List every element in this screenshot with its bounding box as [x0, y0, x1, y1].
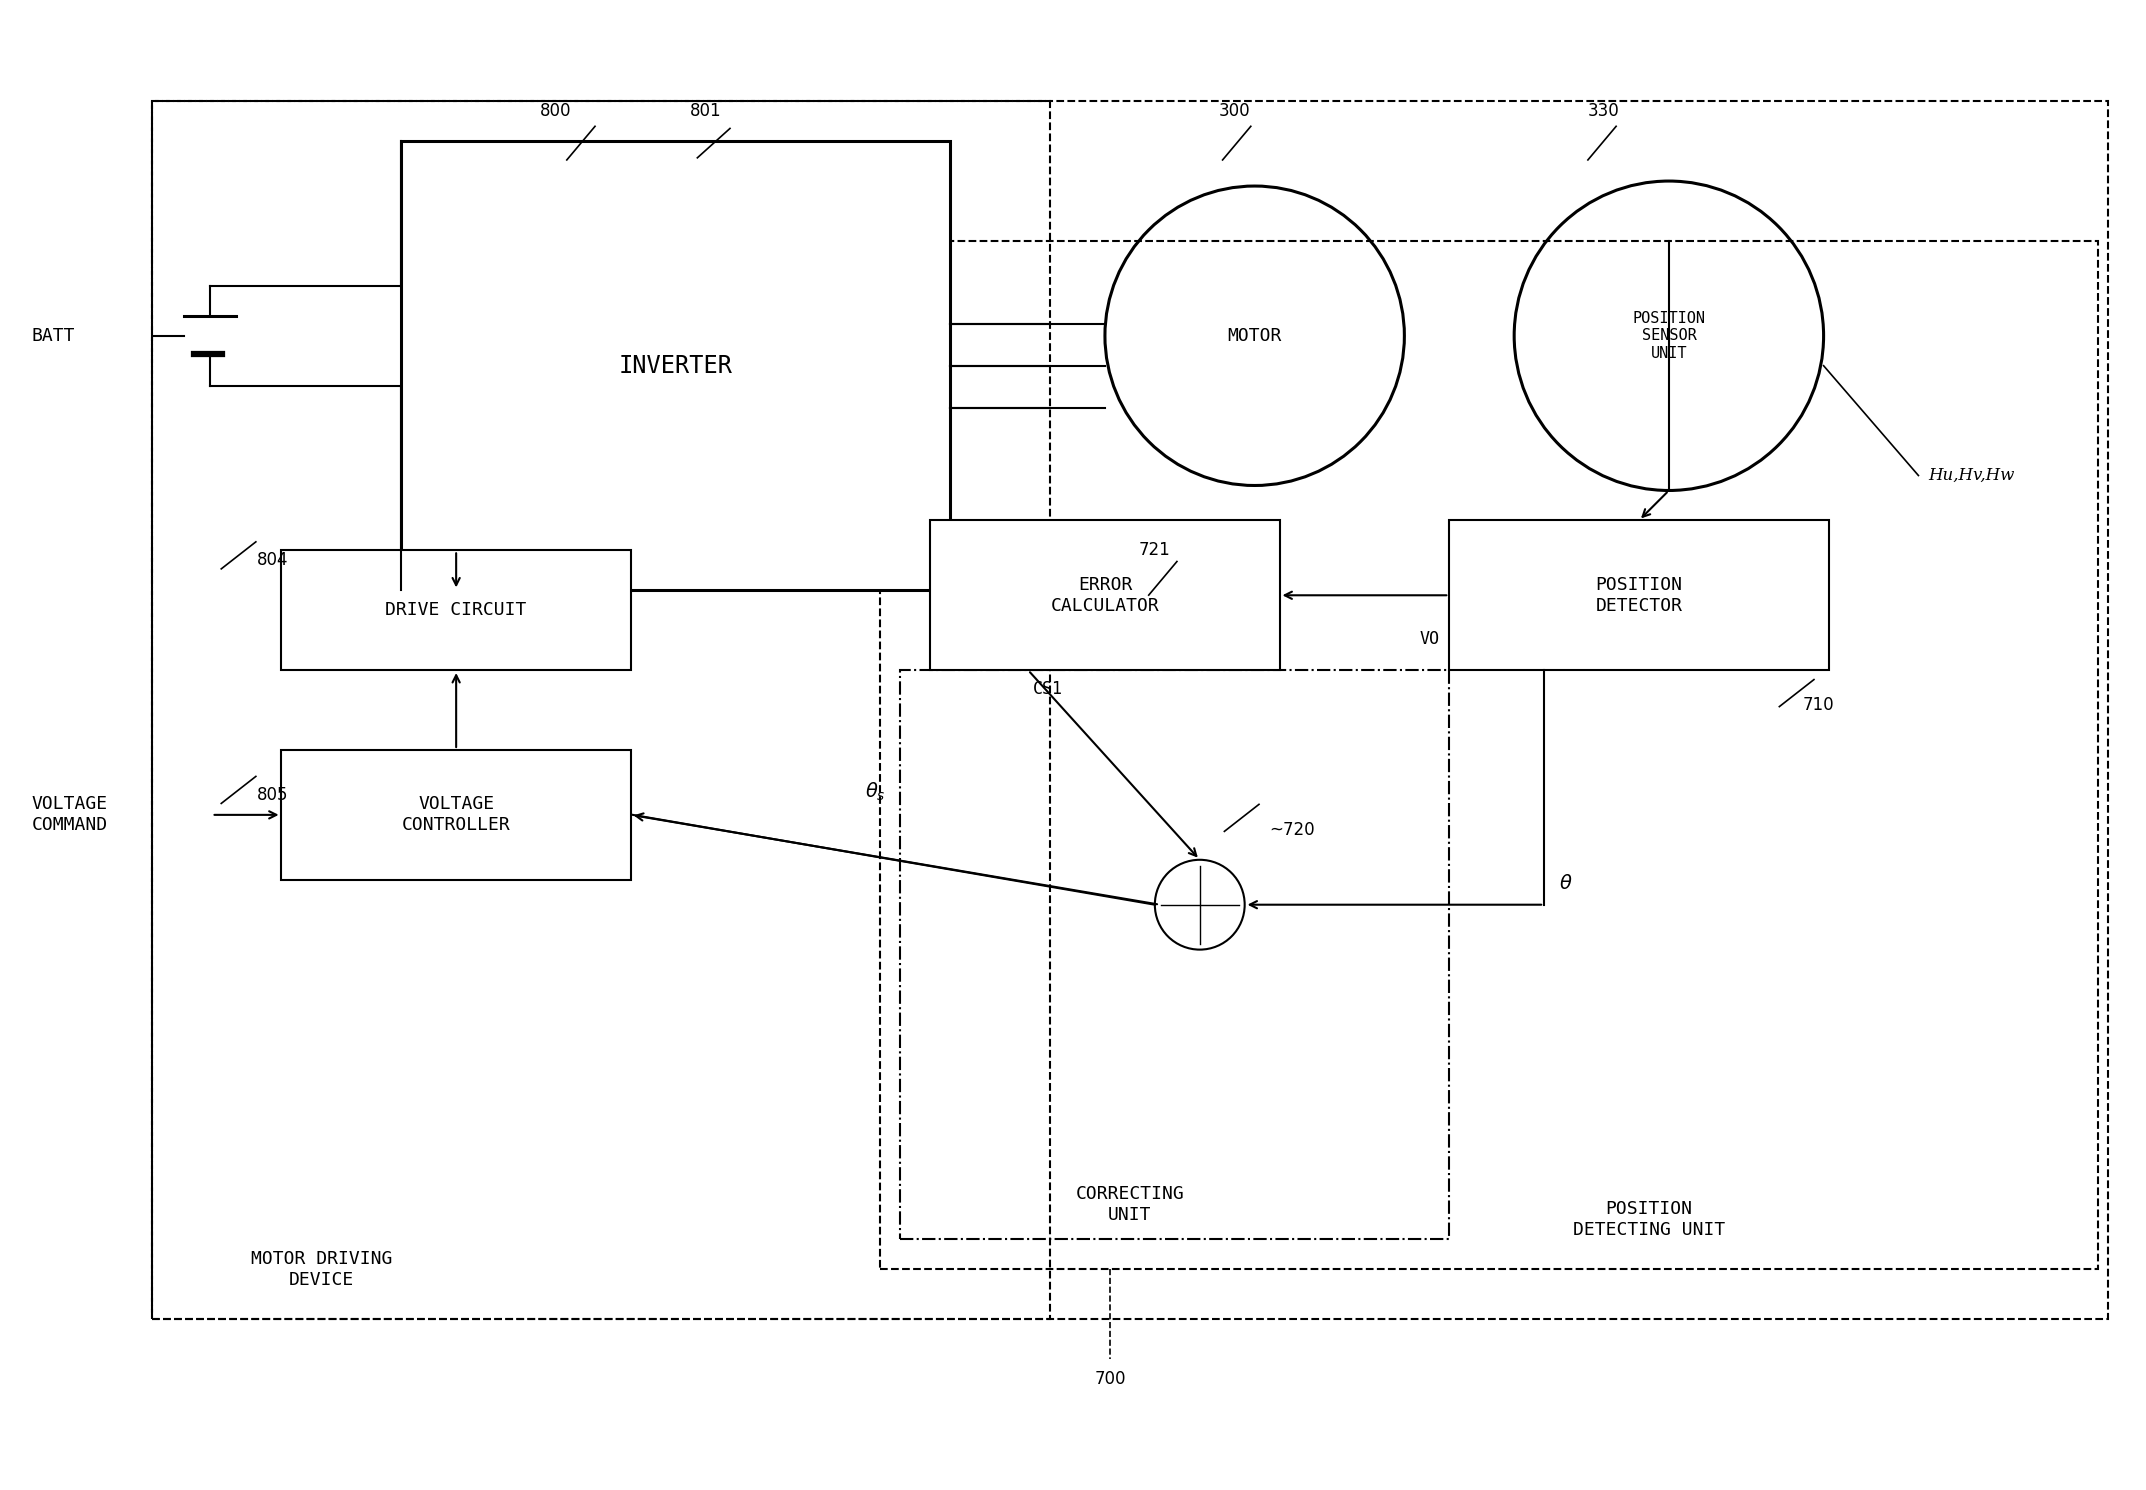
Text: BATT: BATT: [32, 326, 75, 344]
Text: POSITION
DETECTOR: POSITION DETECTOR: [1594, 575, 1682, 615]
Text: $\theta_s$: $\theta_s$: [865, 781, 886, 803]
Text: Hu,Hv,Hw: Hu,Hv,Hw: [1929, 466, 2015, 484]
Text: VO: VO: [1419, 630, 1440, 648]
Text: 805: 805: [258, 785, 288, 805]
Text: MOTOR DRIVING
DEVICE: MOTOR DRIVING DEVICE: [251, 1250, 393, 1289]
Text: MOTOR: MOTOR: [1228, 326, 1281, 344]
Text: 710: 710: [1803, 696, 1835, 714]
Bar: [281, 749, 631, 879]
Text: $\theta$: $\theta$: [1560, 873, 1573, 893]
Text: 700: 700: [1094, 1369, 1127, 1387]
Text: VOLTAGE
CONTROLLER: VOLTAGE CONTROLLER: [401, 796, 511, 834]
Text: 800: 800: [541, 103, 571, 121]
Bar: [401, 142, 951, 590]
Text: ~720: ~720: [1270, 821, 1315, 839]
Bar: [929, 520, 1279, 670]
Text: DRIVE CIRCUIT: DRIVE CIRCUIT: [386, 602, 526, 620]
Bar: [1449, 520, 1828, 670]
Text: CORRECTING
UNIT: CORRECTING UNIT: [1075, 1186, 1185, 1225]
Text: ERROR
CALCULATOR: ERROR CALCULATOR: [1052, 575, 1159, 615]
Text: 804: 804: [258, 551, 288, 569]
Text: CS1: CS1: [1032, 679, 1062, 699]
Text: VOLTAGE
COMMAND: VOLTAGE COMMAND: [32, 796, 107, 834]
Text: POSITION
SENSOR
UNIT: POSITION SENSOR UNIT: [1633, 311, 1706, 361]
Text: 721: 721: [1140, 541, 1172, 559]
Text: 300: 300: [1219, 103, 1251, 121]
Text: POSITION
DETECTING UNIT: POSITION DETECTING UNIT: [1573, 1201, 1725, 1240]
Text: 801: 801: [689, 103, 721, 121]
Text: INVERTER: INVERTER: [618, 353, 732, 377]
Text: 330: 330: [1588, 103, 1620, 121]
Bar: [281, 550, 631, 670]
